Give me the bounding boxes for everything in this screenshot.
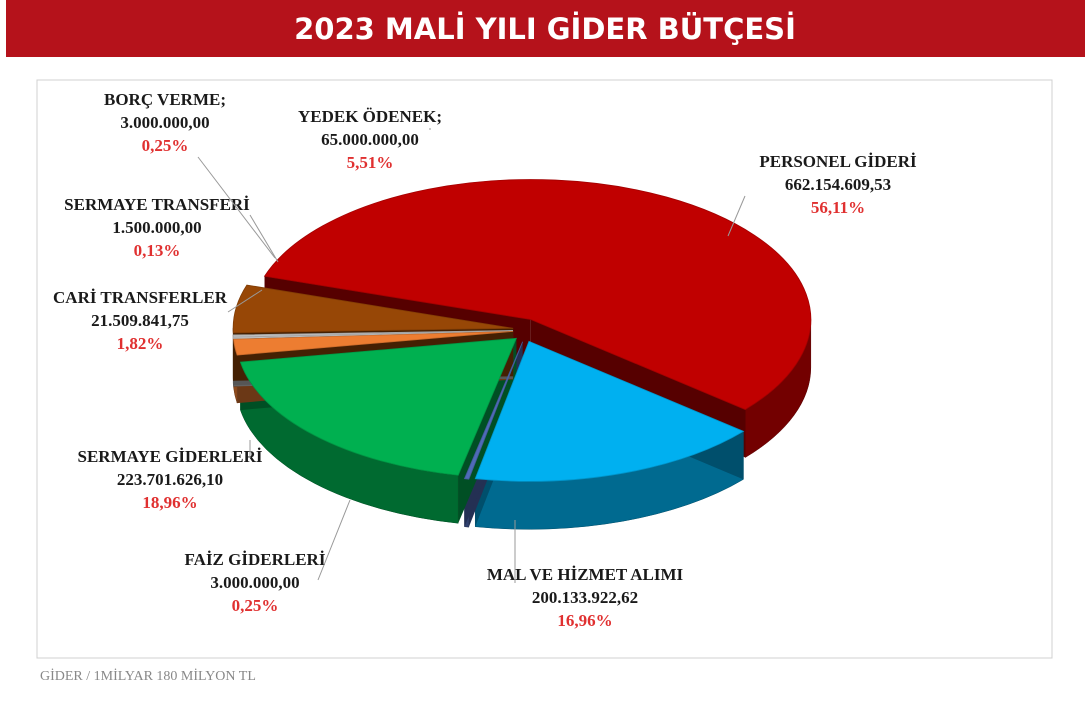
slice-value-label: 223.701.626,10 bbox=[117, 470, 223, 489]
pie-slice bbox=[463, 341, 523, 480]
slice-percent-label: 16,96% bbox=[557, 611, 612, 630]
slice-percent-label: 0,25% bbox=[232, 596, 279, 615]
slice-value-label: 3.000.000,00 bbox=[120, 113, 209, 132]
slice-category-label: SERMAYE TRANSFERİ bbox=[64, 195, 250, 214]
leader-line bbox=[727, 195, 746, 237]
pie-slice bbox=[232, 284, 514, 334]
chart-title: 2023 MALİ YILI GİDER BÜTÇESİ bbox=[294, 12, 796, 46]
chart-frame bbox=[36, 79, 1053, 659]
leader-line bbox=[317, 499, 351, 581]
slice-category-label: FAİZ GİDERLERİ bbox=[185, 550, 326, 569]
pie-slice bbox=[239, 337, 517, 476]
leader-line bbox=[249, 214, 279, 263]
slice-percent-label: 1,82% bbox=[117, 334, 164, 353]
slice-value-label: 65.000.000,00 bbox=[321, 130, 419, 149]
leader-line bbox=[227, 289, 263, 313]
slice-value-label: 1.500.000,00 bbox=[112, 218, 201, 237]
slice-category-label: MAL VE HİZMET ALIMI bbox=[487, 565, 684, 584]
slice-category-label: BORÇ VERME; bbox=[104, 90, 226, 109]
slice-percent-label: 18,96% bbox=[142, 493, 197, 512]
slice-percent-label: 0,25% bbox=[142, 136, 189, 155]
slice-category-label: YEDEK ÖDENEK; bbox=[298, 107, 442, 126]
slice-percent-label: 56,11% bbox=[811, 198, 865, 217]
slice-category-label: PERSONEL GİDERİ bbox=[759, 152, 917, 171]
slice-value-label: 3.000.000,00 bbox=[210, 573, 299, 592]
footer: GİDER / 1MİLYAR 180 MİLYON TL bbox=[40, 668, 256, 684]
title-bar bbox=[6, 0, 1085, 57]
pie-slice bbox=[263, 179, 812, 410]
slice-value-label: 662.154.609,53 bbox=[785, 175, 891, 194]
slice-category-label: SERMAYE GİDERLERİ bbox=[78, 447, 263, 466]
pie-slice bbox=[474, 340, 745, 482]
slice-percent-label: 0,13% bbox=[134, 241, 181, 260]
slice-value-label: 21.509.841,75 bbox=[91, 311, 189, 330]
pie-slice bbox=[233, 330, 514, 356]
slice-category-label: CARİ TRANSFERLER bbox=[53, 288, 228, 307]
leader-line bbox=[197, 156, 276, 259]
slice-percent-label: 5,51% bbox=[347, 153, 394, 172]
slice-value-label: 200.133.922,62 bbox=[532, 588, 638, 607]
pie-slice bbox=[232, 330, 514, 338]
